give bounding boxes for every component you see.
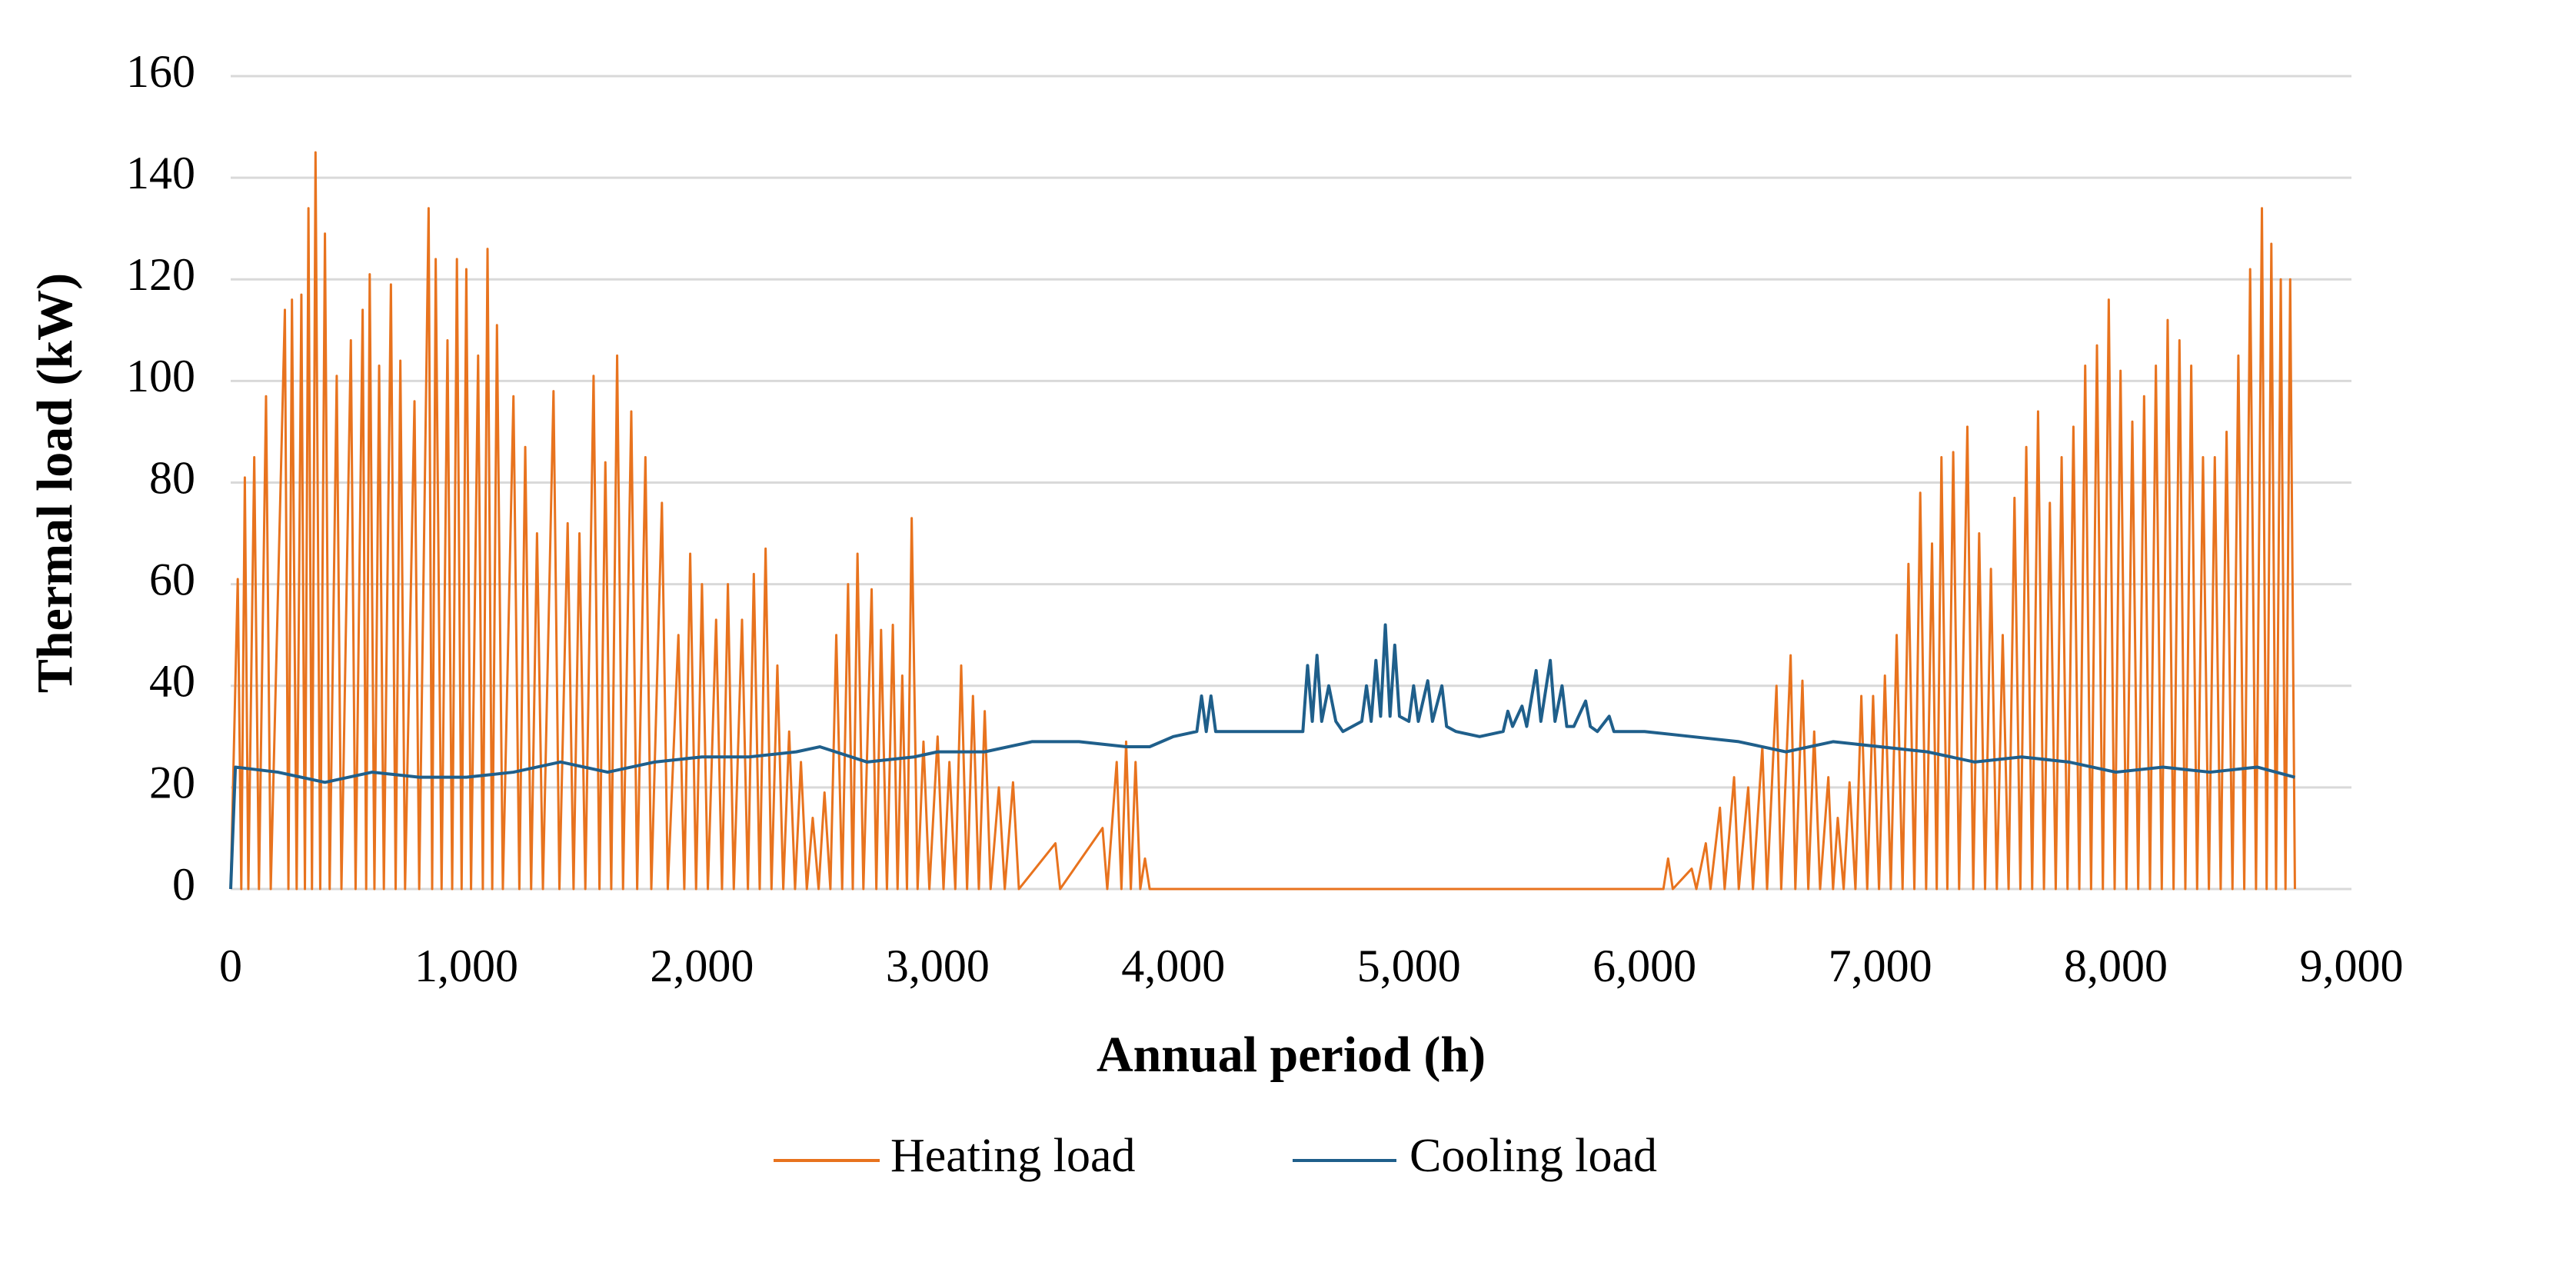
series-line (229, 151, 2296, 891)
x-tick-label: 6,000 (1593, 941, 1696, 991)
x-tick-label: 2,000 (650, 941, 754, 991)
ticks: 0 20 40 60 80 100 120 140 160 0 1,000 2,000 3,000 4,0… (126, 46, 2404, 991)
legend-label: Cooling load (1409, 1130, 1657, 1182)
x-tick-label: 8,000 (2064, 941, 2168, 991)
x-tick-label: 4,000 (1121, 941, 1225, 991)
series-line (229, 623, 2295, 890)
y-axis-title: Thermal load (kW) (27, 273, 83, 693)
x-tick-label: 3,000 (886, 941, 990, 991)
x-tick-label: 7,000 (1829, 941, 1932, 991)
x-tick-label: 5,000 (1357, 941, 1461, 991)
x-tick-label: 1,000 (414, 941, 518, 991)
y-tick-label: 20 (149, 758, 195, 808)
legend-label: Heating load (890, 1130, 1136, 1182)
y-tick-label: 100 (126, 351, 195, 401)
x-tick-label: 9,000 (2300, 941, 2404, 991)
y-tick-label: 160 (126, 46, 195, 97)
y-tick-label: 40 (149, 656, 195, 707)
x-axis-title: Annual period (h) (1097, 1027, 1486, 1083)
y-tick-label: 0 (172, 859, 195, 910)
plot-area (229, 151, 2296, 891)
x-tick-label: 0 (219, 941, 242, 991)
y-tick-label: 120 (126, 249, 195, 300)
y-tick-label: 140 (126, 148, 195, 198)
legend: Heating load Cooling load (774, 1130, 1657, 1182)
y-tick-label: 60 (149, 554, 195, 604)
y-tick-label: 80 (149, 452, 195, 503)
